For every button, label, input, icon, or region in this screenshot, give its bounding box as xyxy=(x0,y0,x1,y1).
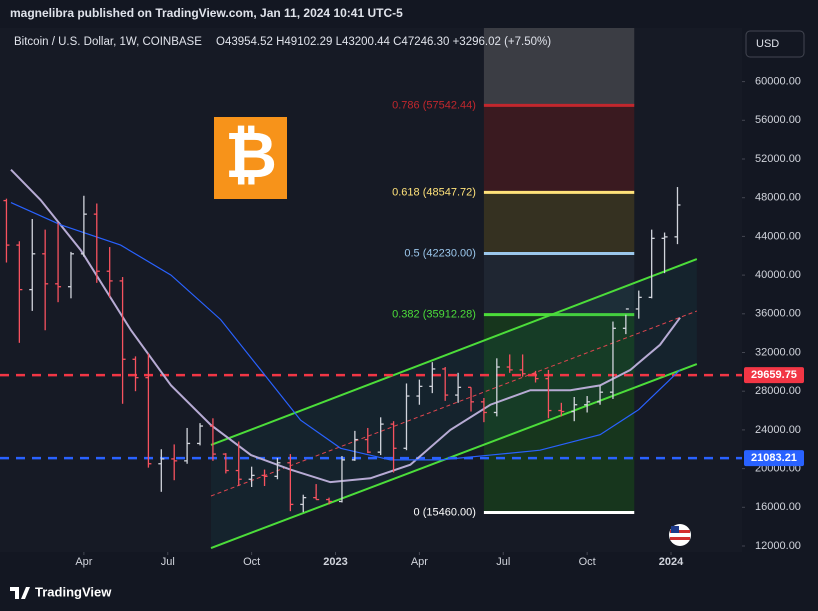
price-tag-label: 29659.75 xyxy=(751,369,797,381)
y-tick-label: 44000.00 xyxy=(755,230,801,242)
y-tick-label: 36000.00 xyxy=(755,308,801,320)
price-tag-label: 21083.21 xyxy=(751,452,797,464)
y-tick-label: 16000.00 xyxy=(755,501,801,513)
x-tick-label: Apr xyxy=(75,556,92,568)
fib-label: 0.5 (42230.00) xyxy=(404,247,476,259)
fib-label: 0 (15460.00) xyxy=(414,506,476,518)
logo-box xyxy=(214,117,287,199)
x-tick-label: Apr xyxy=(411,556,428,568)
y-tick-label: 56000.00 xyxy=(755,114,801,126)
currency-button[interactable] xyxy=(745,30,805,58)
flag-stripe xyxy=(670,537,690,540)
x-tick-label: Jul xyxy=(161,556,175,568)
y-tick-label: 40000.00 xyxy=(755,269,801,281)
footer-logo: TradingView xyxy=(10,584,112,599)
bitcoin-logo: ₿ xyxy=(214,117,287,199)
fib-zone xyxy=(483,253,635,315)
brand: TradingView xyxy=(35,584,112,599)
fib-label: 0.786 (57542.44) xyxy=(392,99,476,111)
price-tag xyxy=(744,367,804,384)
moving-average xyxy=(10,201,681,461)
x-tick-label: Oct xyxy=(579,556,596,568)
x-tick-label: 2024 xyxy=(659,556,684,568)
price-tag xyxy=(744,450,804,467)
x-tick-label: 2023 xyxy=(323,556,347,568)
plot: 0.786 (57542.44) 0.618 (48547.72) 0.5 (422… xyxy=(0,28,742,549)
flag-stripe xyxy=(670,530,690,533)
symbol: Bitcoin / U.S. Dollar, 1W, COINBASE xyxy=(14,36,202,48)
y-tick-label: 52000.00 xyxy=(755,153,801,165)
fib-label: 0.618 (48547.72) xyxy=(392,186,476,198)
fib-zone xyxy=(483,28,635,106)
y-tick-label: 48000.00 xyxy=(755,192,801,204)
currency-label[interactable]: USD xyxy=(756,38,779,50)
y-tick-label: 32000.00 xyxy=(755,346,801,358)
fib-zone xyxy=(483,192,635,254)
published-note: magnelibra published on TradingView.com,… xyxy=(10,6,403,20)
channel-lower xyxy=(210,363,698,549)
y-tick-label: 12000.00 xyxy=(755,540,801,552)
ohlc-info: O43954.52 H49102.29 L43200.44 C47246.30 … xyxy=(216,36,551,48)
x-tick-label: Oct xyxy=(243,556,260,568)
x-tick-label: Jul xyxy=(496,556,510,568)
fib-label: 0.382 (35912.28) xyxy=(392,309,476,321)
y-tick-label: 28000.00 xyxy=(755,385,801,397)
flag-canton xyxy=(671,526,679,533)
channel-upper xyxy=(210,258,698,446)
y-tick-label: 60000.00 xyxy=(755,76,801,88)
tv-logo xyxy=(10,587,30,599)
logo-symbol: ₿ xyxy=(225,119,277,191)
fib-zone xyxy=(483,105,635,193)
axes: 60000.00 56000.00 52000.00 48000.00 44000.00… xyxy=(75,76,804,568)
y-tick-label: 24000.00 xyxy=(755,424,801,436)
flag-icon xyxy=(669,524,691,546)
fib-zone xyxy=(483,314,635,513)
channel-middle xyxy=(210,310,698,497)
